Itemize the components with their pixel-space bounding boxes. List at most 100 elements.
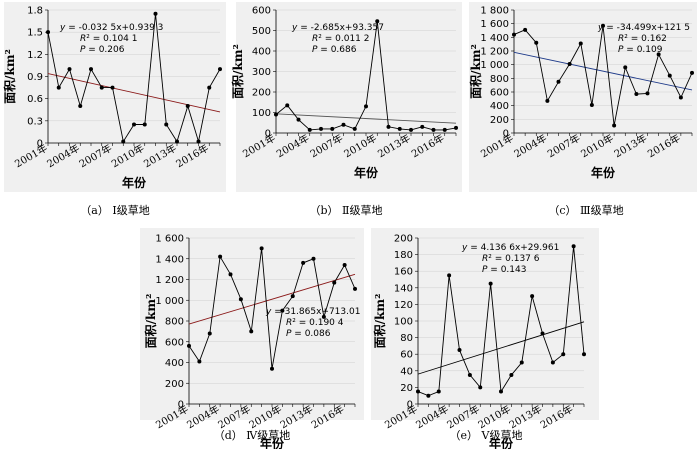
- data-point: [534, 40, 539, 45]
- data-point: [426, 393, 431, 398]
- data-point: [612, 123, 617, 128]
- regression-text: P = 0.206: [80, 45, 125, 55]
- data-point: [634, 92, 639, 97]
- data-point: [431, 127, 436, 132]
- data-point: [386, 124, 391, 129]
- y-tick-label: 0: [503, 129, 509, 140]
- data-point: [690, 70, 694, 75]
- data-point: [197, 359, 202, 364]
- data-point: [238, 297, 243, 302]
- data-point: [341, 122, 346, 127]
- data-point: [582, 352, 586, 357]
- data-point: [656, 52, 661, 57]
- y-tick-label: 200: [165, 379, 184, 390]
- y-tick-label: 20: [400, 383, 413, 394]
- regression-text: P = 0.086: [286, 329, 331, 339]
- data-point: [530, 294, 535, 299]
- regression-text: R² = 0.011 2: [312, 34, 370, 44]
- data-point: [132, 122, 136, 127]
- y-tick-label: 400: [165, 358, 184, 369]
- trend-line: [417, 321, 585, 375]
- data-point: [56, 85, 61, 90]
- y-tick-label: 600: [490, 88, 509, 99]
- y-tick-label: 80: [400, 333, 413, 344]
- data-point: [545, 98, 550, 103]
- data-point: [228, 272, 233, 277]
- y-axis-label: 面积/km²: [2, 49, 17, 104]
- trend-line: [188, 273, 356, 325]
- regression-text: R² = 0.137 6: [482, 254, 540, 264]
- y-tick-label: 0.6: [27, 94, 43, 105]
- regression-text: y = -34.499x+121 5: [597, 23, 690, 33]
- trend-line: [47, 73, 221, 113]
- y-tick-label: 800: [165, 317, 184, 328]
- panel-caption: （d） Ⅳ级草地: [214, 429, 291, 442]
- data-point: [509, 372, 514, 377]
- y-tick-label: 160: [394, 267, 413, 278]
- x-axis-label: 年份: [489, 436, 514, 449]
- panel-background: [236, 2, 462, 192]
- data-point: [667, 73, 672, 78]
- data-point: [512, 32, 516, 37]
- data-point: [561, 352, 566, 357]
- data-point: [550, 360, 555, 365]
- data-point: [478, 385, 483, 390]
- y-tick-label: 40: [400, 366, 413, 377]
- x-axis-label: 年份: [122, 175, 147, 190]
- y-tick-label: 1 600: [155, 234, 184, 245]
- y-tick-label: 500: [252, 26, 271, 37]
- y-tick-label: 100: [394, 317, 413, 328]
- data-point: [78, 104, 83, 109]
- y-tick-label: 1 000: [155, 296, 184, 307]
- data-point: [285, 103, 290, 108]
- data-point: [270, 366, 274, 371]
- data-point: [311, 256, 316, 261]
- data-point: [420, 124, 425, 129]
- data-point: [142, 122, 147, 127]
- data-point: [274, 112, 278, 117]
- data-point: [567, 61, 572, 66]
- x-axis-label: 年份: [591, 165, 616, 180]
- data-point: [89, 67, 93, 72]
- data-point: [523, 27, 528, 32]
- data-point: [46, 30, 50, 35]
- y-tick-label: 1 400: [155, 254, 184, 265]
- data-point: [290, 294, 295, 299]
- regression-text: R² = 0.162: [618, 34, 667, 44]
- data-point: [556, 79, 561, 84]
- data-point: [352, 126, 357, 131]
- y-axis-label: 面积/km²: [468, 44, 483, 99]
- chart-panel-5: 0204060801001201401601802002001年2004年200…: [371, 228, 599, 449]
- y-tick-label: 300: [252, 67, 271, 78]
- y-tick-label: 800: [490, 74, 509, 85]
- regression-text: P = 0.109: [618, 45, 663, 55]
- data-point: [571, 244, 576, 249]
- regression-text: y = 4.136 6x+29.961: [461, 243, 559, 253]
- y-tick-label: 100: [252, 108, 271, 119]
- data-point: [164, 122, 169, 127]
- data-point: [678, 95, 683, 100]
- y-axis-label: 面积/km²: [372, 294, 387, 349]
- y-tick-label: 600: [252, 6, 271, 17]
- data-point: [457, 348, 462, 353]
- data-point: [249, 329, 254, 334]
- y-tick-label: 400: [490, 101, 509, 112]
- panel-caption: （e） Ⅴ级草地: [450, 429, 523, 442]
- data-point: [121, 139, 126, 144]
- y-tick-label: 200: [490, 115, 509, 126]
- data-point: [319, 126, 323, 131]
- data-point: [623, 65, 628, 70]
- data-point: [442, 127, 447, 132]
- chart-panel-1: 00.30.60.91.21.51.82001年2004年2007年2010年2…: [2, 2, 226, 217]
- y-tick-label: 0: [37, 139, 43, 150]
- x-axis-label: 年份: [354, 165, 379, 180]
- regression-text: P = 0.143: [482, 265, 526, 275]
- data-point: [447, 273, 452, 278]
- data-point: [353, 286, 357, 291]
- data-point: [578, 41, 583, 46]
- data-point: [342, 262, 347, 267]
- data-point: [467, 372, 472, 377]
- data-point: [454, 125, 458, 130]
